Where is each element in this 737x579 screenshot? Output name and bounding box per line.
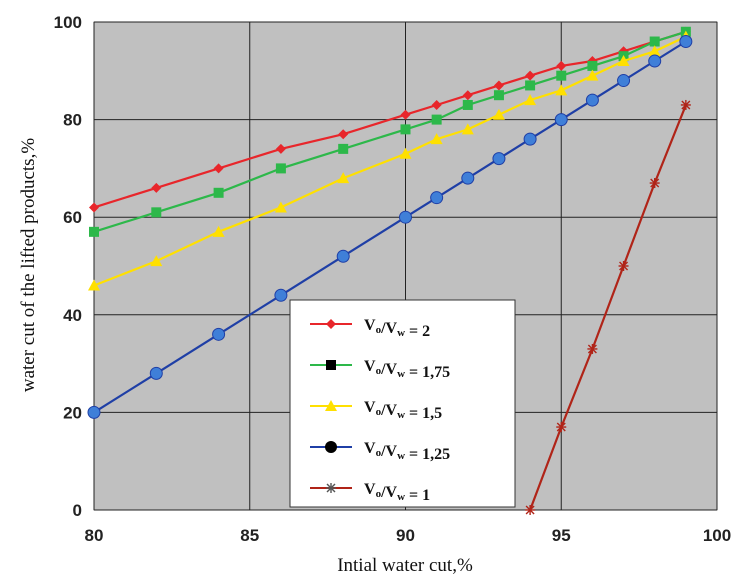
x-tick-label: 80 [85,526,104,545]
data-point [586,69,599,81]
data-point [556,60,567,71]
series-3 [88,30,692,291]
data-point [462,99,473,110]
data-point [648,54,662,68]
legend-item: Vo/Vw = 1,25 [310,440,450,463]
legend-item: Vo/Vw = 1,75 [310,358,450,381]
legend-item: Vo/Vw = 1 [310,481,430,504]
data-point [337,172,350,184]
data-point [430,133,443,145]
data-point [275,163,286,174]
data-point [649,178,660,189]
data-point [212,225,225,237]
x-tick-labels: 80 85 90 95 100 [85,526,732,545]
y-tick-labels: 0 20 40 60 80 100 [54,13,82,520]
y-tick-label: 20 [63,403,82,422]
data-point [554,113,568,127]
data-point [587,343,598,354]
data-point [618,261,629,271]
x-axis-title: Intial water cut,% [337,555,473,576]
data-point [525,70,536,81]
legend-label: Vo/Vw = 1,25 [364,440,450,463]
legend-label: Vo/Vw = 1,5 [364,399,442,422]
x-tick-label: 90 [396,526,415,545]
data-point [493,90,504,101]
data-point [399,210,412,224]
data-point [555,84,568,96]
data-point [89,226,99,237]
data-point [431,99,442,110]
data-point [461,123,474,135]
data-point [399,147,412,159]
legend-item: Vo/Vw = 2 [310,317,430,340]
data-point [338,129,349,140]
data-point [648,45,661,57]
data-point [430,191,444,205]
legend-swatch-marker [326,360,336,370]
legend-label: Vo/Vw = 2 [364,317,430,340]
data-point [338,143,349,154]
data-point [525,80,536,91]
data-point [492,108,505,120]
data-point [462,90,473,101]
data-point [275,143,286,154]
data-point [274,201,287,213]
data-point [556,422,567,433]
data-point [680,99,691,110]
legend-item: Vo/Vw = 1,5 [310,399,442,422]
data-point [151,182,162,193]
data-point [523,132,537,146]
x-tick-label: 85 [240,526,259,545]
data-point [88,279,100,291]
legend-swatch-marker [326,319,336,329]
y-tick-label: 40 [63,306,82,325]
legend-box [289,299,516,508]
data-point [556,70,567,81]
data-point [617,55,630,67]
data-point [524,94,537,106]
data-point [151,207,162,218]
data-point [492,152,506,166]
data-point [587,60,598,71]
legend-swatch-marker [325,400,337,411]
series-4 [87,35,693,419]
legend-swatch-marker [326,483,336,493]
data-point [336,249,350,263]
legend-label: Vo/Vw = 1 [364,481,430,504]
data-point [150,255,163,267]
data-point [213,187,224,198]
legend: Vo/Vw = 2 Vo/Vw = 1,75 Vo/Vw = 1,5 Vo/Vw = … [289,299,516,508]
data-point [213,163,224,174]
data-point [461,171,475,185]
x-tick-label: 95 [552,526,571,545]
data-point [212,327,226,341]
y-axis-title: water cut of the lifted products,% [18,138,39,392]
data-point [400,124,411,135]
legend-swatch-marker [325,441,337,453]
data-point [431,114,442,125]
y-tick-label: 100 [54,13,82,32]
x-tick-label: 100 [703,526,731,545]
data-point [274,288,288,302]
series-group [87,26,693,515]
y-tick-label: 60 [63,208,82,227]
data-point [585,93,599,107]
data-point [649,36,660,47]
data-point [493,80,504,91]
series-line [529,104,687,511]
data-point [87,405,101,419]
legend-label: Vo/Vw = 1,75 [364,358,450,381]
data-point [89,202,99,213]
data-point [149,366,163,380]
data-point [400,109,411,120]
data-point [525,505,536,515]
data-point [617,74,631,88]
data-point [679,35,693,49]
series-5 [525,99,691,515]
y-tick-label: 80 [63,111,82,130]
y-tick-label: 0 [73,501,82,520]
